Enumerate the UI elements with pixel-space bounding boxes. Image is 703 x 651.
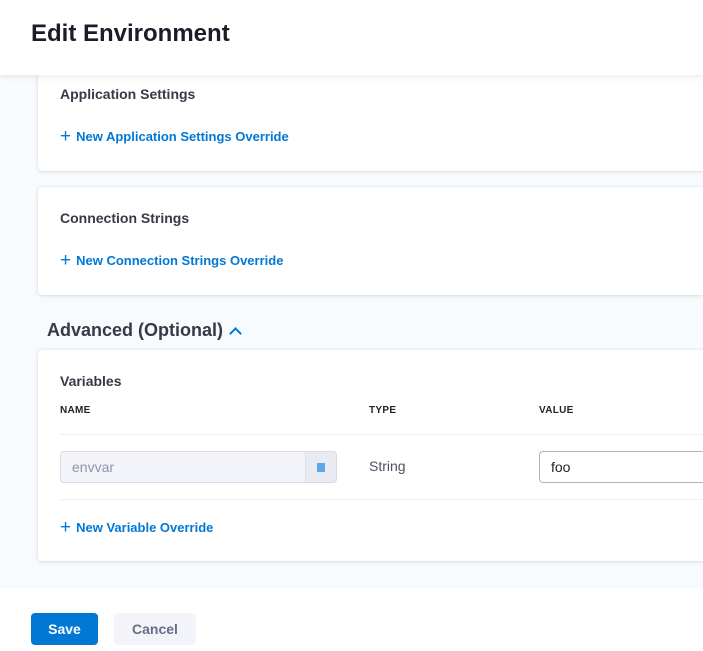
- card-title: Variables: [60, 373, 122, 389]
- plus-icon: +: [60, 126, 72, 147]
- new-connection-strings-override-link[interactable]: + New Connection Strings Override: [60, 250, 284, 271]
- copy-button[interactable]: [305, 452, 336, 482]
- card-title: Connection Strings: [60, 210, 190, 226]
- new-application-settings-override-link[interactable]: + New Application Settings Override: [60, 126, 289, 147]
- new-variable-override-link[interactable]: + New Variable Override: [60, 517, 214, 538]
- save-button[interactable]: Save: [31, 613, 98, 645]
- advanced-section-toggle[interactable]: Advanced (Optional): [47, 320, 242, 341]
- column-header-type: TYPE: [369, 405, 397, 416]
- page-header: Edit Environment: [0, 0, 703, 75]
- variable-type: String: [369, 458, 406, 474]
- plus-icon: +: [60, 517, 72, 538]
- application-settings-card: Application Settings + New Application Se…: [38, 60, 703, 171]
- card-title: Application Settings: [60, 86, 196, 102]
- cancel-button[interactable]: Cancel: [114, 613, 196, 645]
- variable-name-input[interactable]: envvar: [60, 451, 337, 483]
- divider: [60, 499, 703, 500]
- connection-strings-card: Connection Strings + New Connection Strin…: [38, 187, 703, 295]
- page-title: Edit Environment: [31, 20, 230, 47]
- plus-icon: +: [60, 250, 72, 271]
- column-header-value: VALUE: [539, 405, 574, 416]
- divider: [60, 434, 703, 435]
- copy-icon: [317, 460, 327, 472]
- variable-value-input[interactable]: foo: [539, 451, 703, 483]
- column-header-name: NAME: [60, 405, 91, 416]
- chevron-up-icon: [229, 326, 242, 340]
